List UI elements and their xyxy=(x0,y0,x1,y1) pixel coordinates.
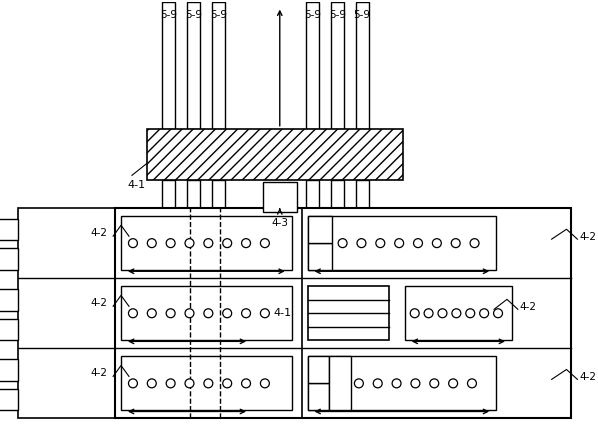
Bar xyxy=(307,383,329,410)
Circle shape xyxy=(204,309,213,318)
Circle shape xyxy=(373,379,382,388)
Text: 5-9: 5-9 xyxy=(185,10,202,20)
Circle shape xyxy=(424,309,433,318)
Bar xyxy=(307,216,332,243)
Text: 4-1: 4-1 xyxy=(127,180,145,190)
Bar xyxy=(0,219,18,240)
Circle shape xyxy=(451,239,460,247)
Circle shape xyxy=(260,309,269,318)
Circle shape xyxy=(260,379,269,388)
Text: 5-9: 5-9 xyxy=(329,10,346,20)
Bar xyxy=(331,2,344,129)
Bar xyxy=(307,356,496,410)
Text: 5-9: 5-9 xyxy=(210,10,227,20)
Bar xyxy=(121,356,292,410)
Bar xyxy=(0,289,18,311)
Circle shape xyxy=(185,379,194,388)
Text: 4-2: 4-2 xyxy=(90,228,107,238)
Text: 4-2: 4-2 xyxy=(520,302,537,312)
Bar xyxy=(306,2,319,129)
Circle shape xyxy=(480,309,489,318)
Circle shape xyxy=(166,239,175,247)
Bar xyxy=(212,180,225,218)
Text: 4-2: 4-2 xyxy=(90,298,107,308)
Circle shape xyxy=(242,239,251,247)
Circle shape xyxy=(242,309,251,318)
Text: 5-9: 5-9 xyxy=(304,10,321,20)
Circle shape xyxy=(260,239,269,247)
Text: 4-3: 4-3 xyxy=(271,218,288,228)
Bar xyxy=(18,208,115,418)
Bar xyxy=(263,182,297,212)
Circle shape xyxy=(452,309,461,318)
Bar xyxy=(405,286,512,340)
Circle shape xyxy=(242,379,251,388)
Text: 5-9: 5-9 xyxy=(160,10,177,20)
Bar xyxy=(307,216,496,270)
Circle shape xyxy=(392,379,401,388)
Circle shape xyxy=(357,239,366,247)
Text: 4-2: 4-2 xyxy=(90,368,107,378)
Bar xyxy=(307,356,329,383)
Circle shape xyxy=(432,239,441,247)
Bar xyxy=(187,2,200,129)
Bar xyxy=(329,356,351,410)
Bar xyxy=(307,243,332,270)
Circle shape xyxy=(222,379,231,388)
Circle shape xyxy=(338,239,347,247)
Bar xyxy=(356,2,368,129)
Text: 4-1: 4-1 xyxy=(273,308,292,318)
Circle shape xyxy=(185,309,194,318)
Circle shape xyxy=(147,239,156,247)
Circle shape xyxy=(355,379,364,388)
Circle shape xyxy=(129,309,138,318)
Bar xyxy=(121,216,292,270)
Circle shape xyxy=(395,239,404,247)
Circle shape xyxy=(147,309,156,318)
Bar xyxy=(162,180,175,218)
Circle shape xyxy=(448,379,457,388)
Circle shape xyxy=(466,309,475,318)
Circle shape xyxy=(185,239,194,247)
Circle shape xyxy=(129,239,138,247)
Bar xyxy=(147,129,403,180)
Bar xyxy=(307,286,389,340)
Circle shape xyxy=(204,379,213,388)
Circle shape xyxy=(430,379,439,388)
Circle shape xyxy=(147,379,156,388)
Bar xyxy=(0,359,18,381)
Circle shape xyxy=(376,239,385,247)
Bar xyxy=(356,180,368,218)
Bar xyxy=(331,180,344,218)
Text: 5-9: 5-9 xyxy=(353,10,371,20)
Circle shape xyxy=(222,239,231,247)
Circle shape xyxy=(129,379,138,388)
Bar xyxy=(0,318,18,340)
Circle shape xyxy=(411,379,420,388)
Bar xyxy=(0,389,18,410)
Bar xyxy=(121,286,292,340)
Circle shape xyxy=(470,239,479,247)
Bar xyxy=(306,180,319,218)
Circle shape xyxy=(438,309,447,318)
Circle shape xyxy=(166,309,175,318)
Circle shape xyxy=(414,239,422,247)
Bar xyxy=(115,208,572,418)
Bar xyxy=(162,2,175,129)
Text: 4-2: 4-2 xyxy=(579,232,596,242)
Bar xyxy=(0,248,18,270)
Circle shape xyxy=(410,309,419,318)
Circle shape xyxy=(222,309,231,318)
Circle shape xyxy=(493,309,502,318)
Circle shape xyxy=(166,379,175,388)
Circle shape xyxy=(204,239,213,247)
Bar xyxy=(187,180,200,218)
Text: 4-2: 4-2 xyxy=(579,372,596,382)
Circle shape xyxy=(468,379,477,388)
Bar xyxy=(212,2,225,129)
